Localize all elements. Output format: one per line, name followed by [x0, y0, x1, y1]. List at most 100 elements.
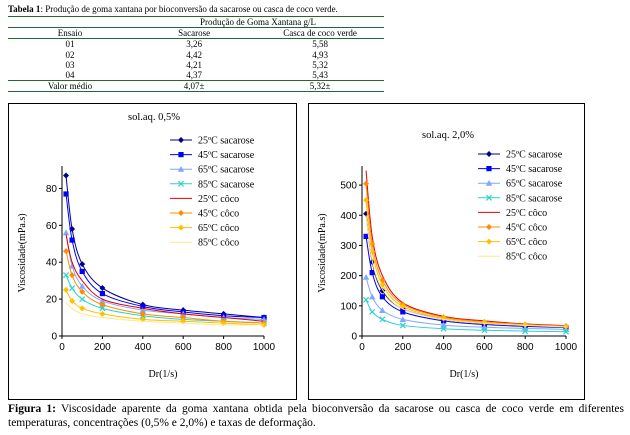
- legend-label: 25ºC côco: [506, 208, 547, 219]
- x-axis-label: Dr(1/s): [149, 369, 178, 380]
- x-tick-label: 600: [175, 342, 192, 353]
- point: [363, 180, 370, 187]
- point: [178, 224, 184, 231]
- legend-label: 45ºC sacarose: [198, 150, 255, 161]
- legend-label: 85ºC sacarose: [198, 179, 255, 190]
- y-tick-label: 80: [46, 184, 58, 195]
- y-tick-label: 40: [46, 258, 58, 269]
- series-line: [365, 170, 567, 327]
- series-line: [365, 200, 567, 328]
- table-cell: 4,37: [132, 69, 257, 82]
- legend-entry: 85ºC côco: [478, 252, 547, 263]
- chart-frame: [308, 103, 585, 400]
- point: [178, 152, 184, 158]
- legend-entry: 25ºC côco: [478, 208, 547, 219]
- legend-label: 45ºC sacarose: [506, 164, 563, 175]
- legend-entry: 25ºC sacarose: [170, 136, 255, 147]
- legend-entry: 65ºC sacarose: [478, 179, 563, 190]
- legend-entry: 65ºC sacarose: [170, 165, 255, 176]
- series-5: [65, 234, 265, 322]
- table-footer-sacarose: 4,07±: [132, 80, 257, 93]
- point: [139, 306, 146, 313]
- point: [79, 288, 86, 295]
- point: [363, 296, 370, 303]
- legend-label: 25ºC sacarose: [506, 150, 563, 161]
- table-caption-text: : Produção de goma xantana por bioconver…: [40, 4, 338, 14]
- point: [369, 293, 376, 300]
- chart-title: sol.aq. 0,5%: [128, 112, 180, 123]
- table-cell: 01: [8, 38, 133, 50]
- legend-label: 85ºC sacarose: [506, 193, 563, 204]
- point: [485, 180, 493, 186]
- point: [99, 285, 106, 292]
- table-footer-coco: 5,32±: [256, 80, 384, 93]
- point: [139, 310, 146, 317]
- point: [63, 272, 70, 279]
- x-tick-label: 1000: [555, 342, 578, 353]
- legend-entry: 65ºC côco: [170, 223, 239, 234]
- table-cell: 4,93: [312, 49, 328, 60]
- point: [363, 197, 370, 204]
- legend-entry: 45ºC sacarose: [478, 164, 563, 175]
- point: [63, 286, 70, 293]
- point: [485, 194, 493, 201]
- table-cell: 04: [8, 69, 133, 82]
- series-line: [65, 234, 265, 322]
- table-empty-cell: [8, 15, 133, 28]
- point: [522, 328, 529, 335]
- table-header-coco: Casca de coco verde: [256, 27, 384, 39]
- table-row: 03 4,21 5,32: [8, 60, 384, 70]
- legend-entry: 85ºC côco: [170, 238, 239, 249]
- legend-entry: 85ºC sacarose: [478, 193, 563, 204]
- chart-frame: [8, 103, 297, 400]
- chart-2: 0 100 200 300 400 500 0 200 400 600 800 1000 sol.aq.…: [308, 103, 585, 400]
- point: [440, 325, 447, 332]
- point: [63, 248, 70, 255]
- legend-label: 85ºC côco: [198, 238, 239, 249]
- legend-entry: 45ºC côco: [170, 209, 239, 220]
- point: [379, 294, 385, 300]
- series-5: [365, 170, 567, 327]
- legend-entry: 45ºC sacarose: [170, 150, 255, 161]
- table-group-header: Produção de Goma Xantana g/L: [132, 15, 384, 28]
- legend-entry: 25ºC sacarose: [478, 150, 563, 161]
- y-axis-label: Viscosidade(mPa.s): [17, 213, 28, 292]
- point: [362, 273, 370, 280]
- point: [69, 285, 76, 292]
- x-tick-label: 1000: [253, 342, 276, 353]
- x-tick-label: 200: [394, 342, 411, 353]
- legend-label: 45ºC côco: [506, 223, 547, 234]
- point: [63, 172, 70, 179]
- x-tick-label: 400: [435, 342, 452, 353]
- series-4: [363, 296, 570, 335]
- y-tick-label: 0: [51, 332, 57, 343]
- table-header-ensaio: Ensaio: [8, 27, 133, 39]
- point: [486, 224, 492, 230]
- point: [62, 229, 70, 236]
- point: [363, 233, 369, 239]
- point: [400, 309, 406, 315]
- point: [99, 290, 105, 297]
- point: [180, 314, 187, 321]
- table-cell: 5,58: [256, 38, 384, 50]
- table-cell: 02: [65, 49, 75, 60]
- point: [562, 328, 570, 335]
- point: [177, 180, 185, 187]
- point: [140, 303, 146, 310]
- series-8: [65, 302, 265, 326]
- legend-label: 25ºC côco: [198, 194, 239, 205]
- point: [440, 321, 447, 328]
- series-line: [365, 215, 567, 328]
- y-tick-label: 20: [46, 295, 58, 306]
- legend-label: 25ºC sacarose: [198, 136, 255, 147]
- point: [481, 327, 488, 334]
- production-table: Produção de Goma Xantana g/L Ensaio Saca…: [8, 15, 384, 93]
- point: [177, 166, 185, 172]
- point: [399, 316, 406, 322]
- y-tick-label: 100: [340, 301, 357, 312]
- series-line: [65, 193, 265, 319]
- x-tick-label: 400: [134, 342, 151, 353]
- point: [99, 297, 106, 304]
- y-tick-label: 300: [340, 241, 357, 252]
